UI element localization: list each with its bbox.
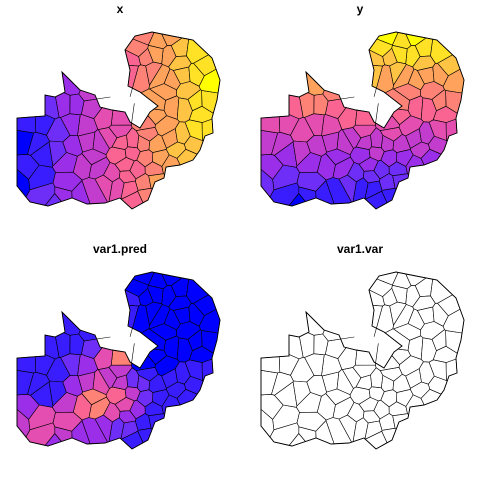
country-border <box>260 271 465 450</box>
panel-y: y <box>240 0 480 240</box>
district-10 <box>445 118 458 142</box>
map-var1-pred <box>16 271 221 450</box>
district-69 <box>168 295 192 311</box>
district-10 <box>445 358 458 382</box>
district-93 <box>111 134 128 150</box>
district-36 <box>187 89 203 111</box>
district-69 <box>412 55 436 71</box>
district-69 <box>168 55 192 71</box>
district-76 <box>358 397 379 412</box>
district-73 <box>296 411 327 432</box>
district-76 <box>114 157 135 172</box>
district-47 <box>62 375 83 397</box>
panel-x: x <box>0 0 240 240</box>
district-90 <box>16 356 37 374</box>
district-84 <box>145 61 163 86</box>
district-83 <box>336 369 354 395</box>
district-50 <box>354 103 379 126</box>
district-36 <box>431 329 447 351</box>
district-65 <box>176 97 193 123</box>
district-94 <box>88 396 111 420</box>
district-10 <box>201 118 214 142</box>
district-70 <box>78 89 111 102</box>
district-90 <box>16 116 37 134</box>
district-70 <box>322 329 355 342</box>
district-87 <box>313 93 329 116</box>
district-73 <box>296 171 327 192</box>
district-36 <box>187 329 203 351</box>
panel-var1-pred: var1.pred <box>0 240 240 480</box>
district-67 <box>271 131 294 156</box>
panel-title-x: x <box>116 2 124 16</box>
district-83 <box>336 129 354 155</box>
district-50 <box>110 103 135 126</box>
district-94 <box>332 156 355 180</box>
district-10 <box>201 358 214 382</box>
district-87 <box>69 93 85 116</box>
district-65 <box>176 337 193 363</box>
panel-var1-var: var1.var <box>240 240 480 480</box>
districts-var1_var <box>260 271 465 450</box>
districts-y <box>260 31 465 210</box>
district-73 <box>52 411 83 432</box>
panel-title-var1-var: var1.var <box>336 242 384 256</box>
district-47 <box>306 375 327 397</box>
district-84 <box>145 301 163 326</box>
district-67 <box>27 131 50 156</box>
district-47 <box>306 135 327 157</box>
district-50 <box>110 343 135 366</box>
district-87 <box>69 333 85 356</box>
district-90 <box>260 116 281 134</box>
panel-title-var1-pred: var1.pred <box>92 242 148 256</box>
district-67 <box>271 371 294 396</box>
district-65 <box>420 337 437 363</box>
map-x <box>16 31 221 210</box>
districts-var1_pred <box>16 271 221 450</box>
country-border <box>16 271 221 450</box>
district-90 <box>260 356 281 374</box>
district-67 <box>27 371 50 396</box>
district-93 <box>355 374 372 390</box>
district-84 <box>389 301 407 326</box>
districts-x <box>16 31 221 210</box>
district-87 <box>313 333 329 356</box>
district-94 <box>332 396 355 420</box>
panel-title-y: y <box>356 2 364 16</box>
district-93 <box>355 134 372 150</box>
district-84 <box>389 61 407 86</box>
district-47 <box>62 135 83 157</box>
district-65 <box>420 97 437 123</box>
district-70 <box>322 89 355 102</box>
map-y <box>260 31 465 210</box>
country-border <box>260 31 465 210</box>
district-76 <box>114 397 135 412</box>
district-50 <box>354 343 379 366</box>
district-83 <box>92 369 110 395</box>
district-69 <box>412 295 436 311</box>
district-93 <box>111 374 128 390</box>
district-70 <box>78 329 111 342</box>
district-94 <box>88 156 111 180</box>
district-76 <box>358 157 379 172</box>
district-83 <box>92 129 110 155</box>
country-border <box>16 31 221 210</box>
district-73 <box>52 171 83 192</box>
map-var1-var <box>260 271 465 450</box>
district-36 <box>431 89 447 111</box>
